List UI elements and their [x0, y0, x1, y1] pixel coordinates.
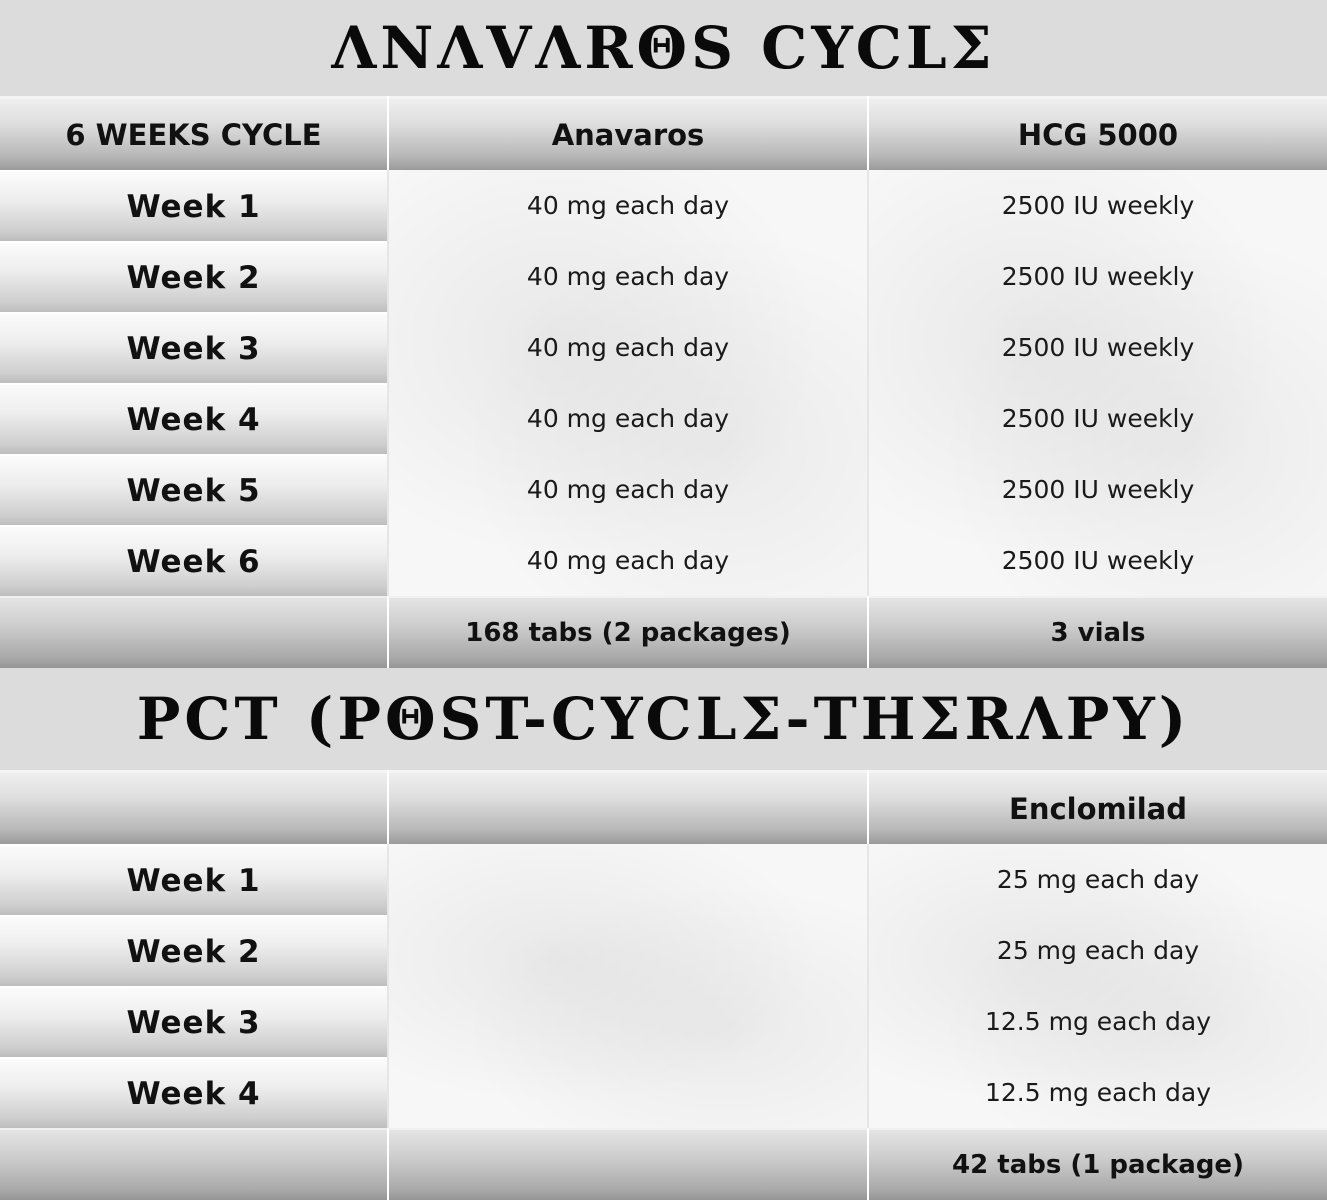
- cycle-week-label: Week 2: [0, 241, 387, 312]
- pct-header-weeks: [0, 770, 387, 844]
- cycle-week-label: Week 6: [0, 525, 387, 596]
- cycle-hcg-column-bg: [869, 170, 1327, 596]
- pct-middle-cell: [389, 844, 867, 915]
- pct-middle-cell: [389, 1057, 867, 1128]
- cycle-hcg-dose: 2500 IU weekly: [1001, 546, 1195, 575]
- cycle-total-hcg: 3 vials: [869, 596, 1327, 668]
- pct-enclomilad-dose: 25 mg each day: [996, 936, 1200, 965]
- pct-enclomilad-column-bg: [869, 844, 1327, 1130]
- cycle-anavaros-dose: 40 mg each day: [526, 546, 730, 575]
- pct-enclomilad-dose: 12.5 mg each day: [984, 1078, 1211, 1107]
- pct-total-enclomilad: 42 tabs (1 package): [869, 1128, 1327, 1200]
- cycle-anavaros-dose: 40 mg each day: [526, 262, 730, 291]
- cycle-anavaros-dose: 40 mg each day: [526, 333, 730, 362]
- cycle-week-label: Week 3: [0, 312, 387, 383]
- cycle-header-anavaros: Anavaros: [389, 96, 867, 170]
- pct-middle-column-bg: [389, 844, 867, 1130]
- cycle-anavaros-dose: 40 mg each day: [526, 404, 730, 433]
- pct-middle-cell: [389, 915, 867, 986]
- cycle-hcg-dose: 2500 IU weekly: [1001, 333, 1195, 362]
- pct-header-enclomilad: Enclomilad: [869, 770, 1327, 844]
- pct-week-label: Week 3: [0, 986, 387, 1057]
- cycle-week-label: Week 5: [0, 454, 387, 525]
- cycle-total-label: [0, 596, 387, 668]
- pct-title: PCT (PΘST-CYCLΣ-THΣRΛPY): [0, 668, 1327, 770]
- cycle-title: ΛNΛVΛRΘS CYCLΣ: [0, 0, 1327, 96]
- pct-enclomilad-dose: 12.5 mg each day: [984, 1007, 1211, 1036]
- cycle-table: 6 WEEKS CYCLE Anavaros HCG 5000 Week 1 4…: [0, 96, 1327, 668]
- cycle-week-label: Week 1: [0, 170, 387, 241]
- cycle-hcg-dose: 2500 IU weekly: [1001, 475, 1195, 504]
- cycle-anavaros-dose: 40 mg each day: [526, 475, 730, 504]
- pct-total-label: [0, 1128, 387, 1200]
- pct-week-label: Week 1: [0, 844, 387, 915]
- pct-enclomilad-dose: 25 mg each day: [996, 865, 1200, 894]
- pct-total-middle: [389, 1128, 867, 1200]
- cycle-total-anavaros: 168 tabs (2 packages): [389, 596, 867, 668]
- cycle-header-hcg: HCG 5000: [869, 96, 1327, 170]
- pct-header-middle: [389, 770, 867, 844]
- cycle-anavaros-dose: 40 mg each day: [526, 191, 730, 220]
- cycle-hcg-dose: 2500 IU weekly: [1001, 191, 1195, 220]
- cycle-anavaros-column-bg: [389, 170, 867, 596]
- cycle-hcg-dose: 2500 IU weekly: [1001, 262, 1195, 291]
- cycle-hcg-dose: 2500 IU weekly: [1001, 404, 1195, 433]
- cycle-week-label: Week 4: [0, 383, 387, 454]
- pct-week-label: Week 2: [0, 915, 387, 986]
- cycle-header-weeks: 6 WEEKS CYCLE: [0, 96, 387, 170]
- pct-week-label: Week 4: [0, 1057, 387, 1128]
- pct-middle-cell: [389, 986, 867, 1057]
- pct-table: Enclomilad Week 1 25 mg each day Week 2 …: [0, 770, 1327, 1200]
